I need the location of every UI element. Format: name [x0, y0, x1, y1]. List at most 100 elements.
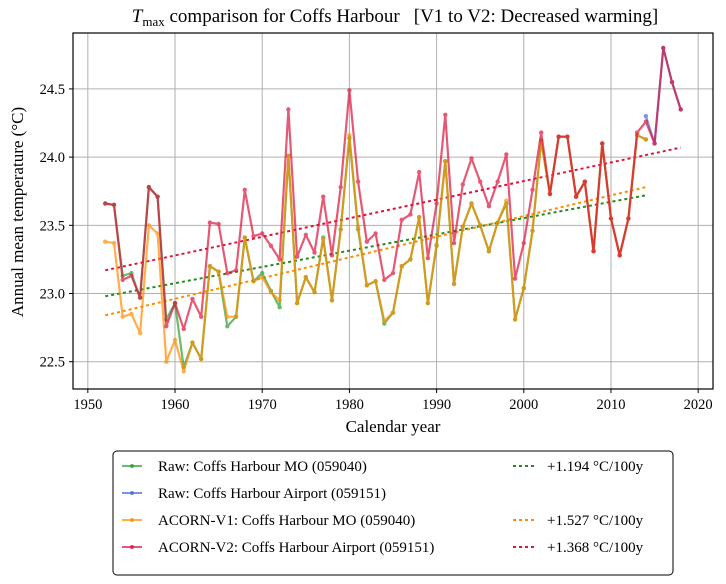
- data-point: [382, 318, 387, 324]
- trend-line-2: [105, 186, 647, 317]
- data-point: [477, 179, 483, 184]
- x-tick-label: 1990: [422, 397, 451, 413]
- data-point: [390, 270, 396, 276]
- legend-label: Raw: Coffs Harbour Airport (059151): [158, 486, 386, 502]
- data-point: [530, 228, 535, 233]
- data-point: [617, 253, 622, 258]
- data-point: [434, 242, 439, 247]
- y-axis-label: Annual mean temperature (°C): [8, 107, 27, 317]
- legend-label: ACORN-V2: Coffs Harbour Airport (059151): [158, 540, 434, 556]
- data-point: [565, 134, 570, 139]
- data-point: [129, 311, 134, 317]
- data-point: [294, 300, 300, 306]
- data-point: [347, 133, 352, 138]
- data-point: [364, 283, 370, 288]
- data-point: [233, 314, 239, 319]
- data-point: [591, 249, 596, 254]
- data-point: [390, 310, 396, 315]
- data-point: [678, 107, 683, 112]
- data-point: [268, 243, 274, 248]
- data-point: [399, 217, 404, 223]
- data-point: [155, 194, 160, 199]
- data-point: [338, 227, 343, 232]
- data-point: [198, 314, 204, 319]
- data-point: [260, 270, 265, 276]
- data-point: [225, 270, 230, 276]
- y-tick-label: 24.5: [40, 82, 65, 98]
- data-point: [512, 276, 518, 281]
- legend-trend-item: +1.368 °C/100y: [513, 540, 644, 556]
- y-axis-ticks: 22.5 23.0 23.5 24.0 24.5: [40, 82, 73, 371]
- data-point: [312, 289, 317, 295]
- legend-item: Raw: Coffs Harbour Airport (059151): [122, 486, 386, 502]
- data-point: [181, 326, 186, 332]
- data-point: [251, 234, 256, 239]
- data-point: [408, 257, 413, 262]
- data-point: [294, 254, 300, 259]
- data-point: [242, 235, 247, 240]
- data-point: [469, 201, 474, 206]
- data-point: [382, 277, 387, 283]
- data-point: [512, 317, 518, 322]
- data-point: [399, 264, 404, 269]
- data-point: [120, 314, 125, 319]
- data-point: [242, 187, 247, 193]
- data-point: [198, 356, 204, 362]
- data-point: [164, 359, 169, 364]
- data-point: [233, 268, 239, 273]
- data-point: [355, 224, 361, 229]
- data-point: [338, 184, 343, 190]
- x-tick-label: 2020: [684, 397, 713, 413]
- data-point: [146, 184, 152, 190]
- series-line: [105, 46, 682, 331]
- data-point: [277, 257, 282, 262]
- legend-marker: [130, 545, 134, 549]
- data-point: [643, 114, 649, 119]
- series-line: [105, 134, 647, 373]
- trend-line-3: [105, 146, 681, 272]
- legend-trend-label: +1.194 °C/100y: [547, 459, 644, 475]
- data-point: [260, 231, 265, 236]
- data-point: [477, 223, 483, 228]
- data-point: [521, 285, 526, 291]
- data-point: [190, 340, 195, 345]
- data-point: [268, 289, 274, 295]
- data-point: [111, 240, 117, 246]
- x-tick-label: 1970: [248, 397, 277, 413]
- data-point: [164, 324, 169, 329]
- data-point: [364, 239, 370, 244]
- series-2: [103, 133, 649, 374]
- data-point: [277, 298, 282, 303]
- data-point: [416, 214, 422, 220]
- legend-trend-item: +1.527 °C/100y: [513, 513, 644, 529]
- data-point: [103, 239, 108, 244]
- x-tick-label: 1960: [161, 397, 190, 413]
- data-point: [626, 216, 631, 221]
- data-point: [573, 194, 579, 199]
- data-point: [155, 231, 160, 236]
- data-point: [582, 179, 588, 184]
- series-lines: [103, 45, 683, 374]
- data-point: [652, 141, 657, 146]
- legend-item: ACORN-V2: Coffs Harbour Airport (059151): [122, 540, 434, 556]
- data-point: [425, 300, 431, 306]
- y-tick-label: 22.5: [40, 355, 65, 371]
- title-bracket: [V1 to V2: Decreased warming]: [414, 6, 658, 27]
- data-point: [495, 220, 500, 225]
- data-point: [661, 45, 666, 51]
- legend-item: ACORN-V1: Coffs Harbour MO (059040): [122, 513, 415, 529]
- data-point: [111, 202, 117, 208]
- data-point: [451, 281, 457, 287]
- data-point: [425, 255, 431, 261]
- data-point: [329, 253, 335, 258]
- data-point: [216, 269, 221, 274]
- data-point: [277, 304, 282, 310]
- data-point: [486, 249, 492, 254]
- data-point: [207, 220, 213, 225]
- legend: Raw: Coffs Harbour MO (059040) Raw: Coffs…: [112, 450, 674, 576]
- legend-marker: [130, 491, 134, 495]
- data-point: [634, 130, 640, 135]
- y-tick-label: 23.0: [40, 287, 65, 303]
- data-point: [172, 337, 178, 343]
